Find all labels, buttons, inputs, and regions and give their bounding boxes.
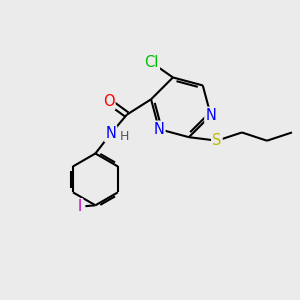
Text: N: N (154, 122, 164, 137)
Text: O: O (103, 94, 115, 109)
Text: I: I (78, 199, 82, 214)
Text: N: N (105, 126, 116, 141)
Text: N: N (205, 108, 216, 123)
Text: H: H (119, 130, 129, 142)
Text: Cl: Cl (145, 55, 159, 70)
Text: S: S (212, 133, 222, 148)
